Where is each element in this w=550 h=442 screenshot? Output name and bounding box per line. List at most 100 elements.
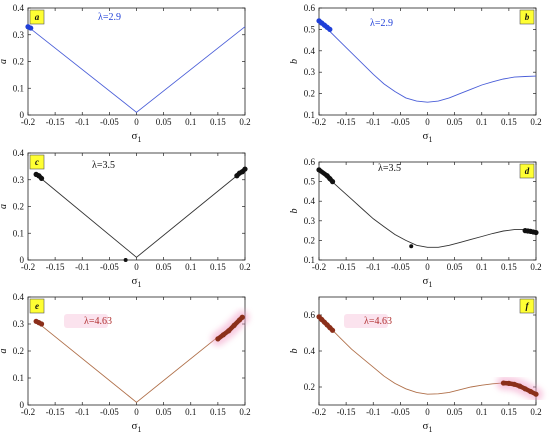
chart-a-xtick-label: -0.05	[100, 117, 119, 127]
chart-b-xlabel-main: σ	[423, 130, 429, 142]
chart-d-xtick-label: -0.1	[366, 262, 380, 272]
chart-b-ytick-label: 0.6	[304, 3, 316, 13]
panel-c: -0.2 -0.15 -0.1 -0.05 0 0.05 0.1 0.15 0.2 0 0.1 0.2…	[0, 148, 251, 289]
chart-d-annotation: λ=3.5	[378, 163, 401, 174]
chart-a-tag-box	[29, 9, 45, 25]
chart-f-xlabel-subscript: 1	[428, 425, 432, 434]
chart-c-xlabel: σ1	[132, 275, 142, 289]
chart-f-xtick-label: 0.2	[530, 407, 541, 417]
chart-a-ytick-label: 0.4	[13, 3, 25, 13]
chart-a-xlabel-main: σ	[132, 130, 138, 142]
chart-b-xtick-label: 0.05	[447, 117, 463, 127]
chart-a-xtick-label: 0.15	[210, 117, 226, 127]
chart-b-xtick-label: 0.1	[476, 117, 487, 127]
chart-e-xtick-label: -0.1	[75, 407, 89, 417]
chart-f-xtick-label: 0.15	[501, 407, 517, 417]
chart-d-highlight-point	[329, 179, 336, 185]
chart-d-xlabel: σ1	[423, 275, 433, 289]
chart-e-xtick-label: -0.15	[46, 407, 65, 417]
chart-b-frame	[318, 7, 537, 116]
chart-a-annotation: λ=2.9	[98, 12, 121, 23]
panel-d: -0.2 -0.15 -0.1 -0.05 0 0.05 0.1 0.15 0.2 0.1 0.2 0…	[289, 157, 542, 289]
chart-b-ylabel: b	[289, 59, 300, 64]
chart-e-ytick-label: 0.3	[13, 319, 25, 329]
chart-d-tag-box	[519, 163, 535, 179]
chart-f-xtick-label: -0.1	[366, 407, 380, 417]
chart-a-ytick-label: 0.3	[13, 30, 25, 40]
chart-e-highlight-point	[239, 314, 245, 320]
chart-b-xtick-label: 0.2	[530, 117, 541, 127]
chart-a-ylabel: a	[0, 59, 9, 64]
chart-f-xtick-label: -0.2	[312, 407, 326, 417]
chart-f-highlight-point	[506, 380, 512, 386]
chart-c-ytick-label: 0.3	[13, 175, 25, 185]
chart-d-ytick-label: 0.1	[304, 255, 315, 265]
chart-c-xtick-label: -0.1	[75, 262, 89, 272]
chart-d-highlight-point	[316, 167, 322, 173]
chart-a-xtick-label: -0.2	[21, 117, 35, 127]
chart-e-xtick-label: 0.1	[185, 407, 196, 417]
chart-f-annotation-glow	[344, 314, 388, 328]
chart-e-ytick-label: 0	[20, 400, 25, 410]
chart-c-xtick-label: -0.2	[21, 262, 35, 272]
chart-c-ytick-label: 0	[20, 255, 25, 265]
chart-d-ytick-label: 0.4	[304, 196, 316, 206]
chart-b-xlabel: σ1	[423, 130, 433, 144]
chart-f-ytick-label: 0.2	[304, 382, 315, 392]
panel-f: -0.2 -0.15 -0.1 -0.05 0 0.05 0.1 0.15 0.2 0.2 0.4 0…	[289, 296, 543, 434]
chart-a-xtick-label: 0.1	[185, 117, 196, 127]
chart-c-xtick-label: -0.05	[100, 262, 119, 272]
chart-d-ytick-label: 0.2	[304, 235, 315, 245]
chart-c-highlight-point	[38, 175, 45, 182]
chart-c-ytick-label: 0.2	[13, 202, 24, 212]
chart-c-xtick-label: 0.05	[156, 262, 172, 272]
chart-d-xtick-label: 0	[425, 262, 430, 272]
chart-b-ytick-label: 0.5	[304, 24, 316, 34]
chart-d-ytick-label: 0.3	[304, 216, 316, 226]
chart-b-tag-label: b	[525, 12, 530, 22]
chart-e-xtick-label: 0.15	[210, 407, 226, 417]
chart-a-xtick-label: 0.2	[239, 117, 250, 127]
panel-e: -0.2 -0.15 -0.1 -0.05 0 0.05 0.1 0.15 0.2 0 0.1 0.2…	[0, 292, 251, 434]
chart-b-tag-box	[519, 9, 535, 25]
chart-a-xtick-label: -0.15	[46, 117, 65, 127]
panel-b: -0.2 -0.15 -0.1 -0.05 0 0.05 0.1 0.15 0.2 0.1 0.2 0…	[289, 3, 542, 144]
chart-b-xtick-label: -0.05	[391, 117, 410, 127]
chart-f-xtick-label: -0.05	[391, 407, 410, 417]
chart-e-xtick-label: 0.2	[239, 407, 250, 417]
chart-c-xtick-label: -0.15	[46, 262, 65, 272]
chart-e-annotation: λ=4.63	[84, 316, 112, 327]
chart-e-highlight-point	[220, 332, 226, 338]
chart-c-xlabel-subscript: 1	[137, 280, 141, 289]
chart-e-frame	[27, 296, 246, 406]
chart-f-ytick-label: 0.4	[304, 346, 316, 356]
chart-c-frame	[27, 152, 246, 261]
chart-b-ytick-label: 0.2	[304, 89, 315, 99]
chart-f-highlight-point	[533, 391, 539, 397]
chart-d-xtick-label: 0.2	[530, 262, 541, 272]
chart-d-xtick-label: 0.15	[501, 262, 517, 272]
chart-c-xlabel-main: σ	[132, 275, 138, 287]
chart-c-tag-box	[29, 154, 45, 170]
chart-e-ytick-label: 0.1	[13, 373, 24, 383]
chart-d-isolated-point	[409, 244, 414, 249]
chart-a-xtick-label: 0.05	[156, 117, 172, 127]
chart-e-xlabel-subscript: 1	[137, 425, 141, 434]
chart-d-xlabel-subscript: 1	[428, 280, 432, 289]
chart-d-series-line	[318, 169, 537, 248]
chart-e-xtick-label: 0	[134, 407, 139, 417]
chart-c-xtick-label: 0.1	[185, 262, 196, 272]
chart-d-ylabel: b	[289, 209, 300, 214]
chart-f-highlight-point	[517, 383, 523, 389]
chart-c-ytick-label: 0.1	[13, 228, 24, 238]
chart-c-annotation: λ=3.5	[92, 160, 115, 171]
chart-f-ytick-label: 0.6	[304, 310, 316, 320]
chart-f-xlabel: σ1	[423, 420, 433, 434]
chart-e-annotation-glow	[64, 314, 108, 328]
chart-b-series-line	[318, 20, 537, 103]
chart-e-xlabel: σ1	[132, 420, 142, 434]
chart-a-highlight-point	[28, 25, 34, 31]
chart-f-ylabel: b	[289, 349, 300, 354]
chart-e-xtick-label: 0.05	[156, 407, 172, 417]
